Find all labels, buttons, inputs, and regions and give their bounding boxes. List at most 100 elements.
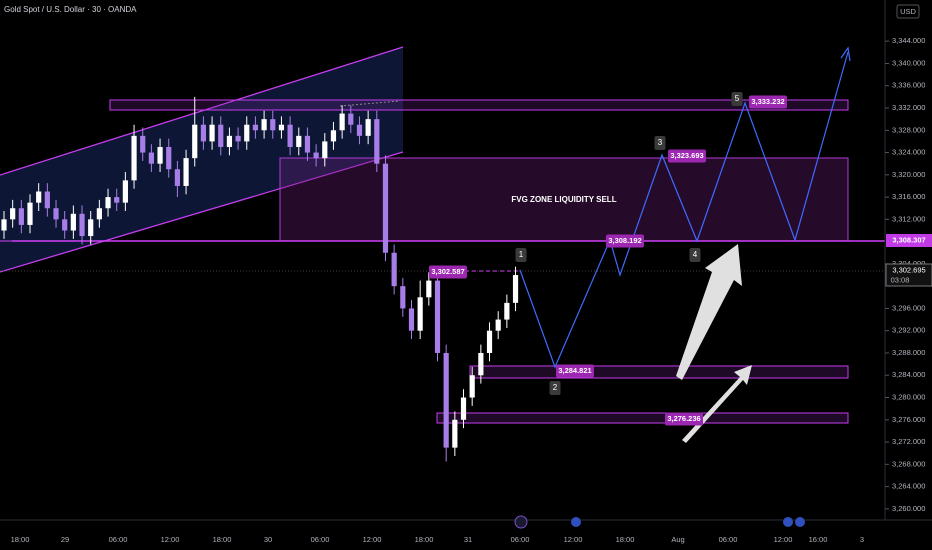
x-tick-label: 12:00 xyxy=(564,535,583,544)
wave-label-box xyxy=(515,248,527,262)
candle-body xyxy=(200,124,207,142)
candle-body xyxy=(96,208,102,220)
y-tick-label: 3,292.000 xyxy=(892,326,925,335)
price-label-box xyxy=(429,265,467,279)
x-tick-label: 3 xyxy=(860,535,864,544)
currency-box[interactable] xyxy=(896,4,920,19)
currency[interactable]: USD xyxy=(900,7,916,16)
candle-body xyxy=(192,124,198,159)
candle-body xyxy=(512,275,519,303)
x-tick-label: 06:00 xyxy=(109,535,128,544)
candle-body xyxy=(417,297,423,331)
x-tick-label: 31 xyxy=(464,535,472,544)
x-tick-label: 06:00 xyxy=(511,535,530,544)
candle-body xyxy=(174,169,180,186)
last-price-marker xyxy=(885,263,932,287)
price-label: 3,323.693 xyxy=(670,151,703,160)
channel-top xyxy=(0,46,404,176)
candle-body xyxy=(1,219,7,231)
candle-body xyxy=(452,419,458,448)
candle-body xyxy=(322,141,328,159)
projection-path xyxy=(519,51,849,369)
y-tick-label: 3,276.000 xyxy=(892,415,925,424)
event-flag[interactable] xyxy=(783,517,793,527)
candle-body xyxy=(166,146,172,170)
axis: 3,260.000 3,264.000 3,268.000 3,272.000 3,27… xyxy=(11,36,932,544)
candle-body xyxy=(348,113,354,125)
candle-body xyxy=(270,119,276,131)
candle-body xyxy=(339,113,345,131)
candle-body xyxy=(287,124,293,147)
candle-body xyxy=(140,135,146,153)
candle-body xyxy=(244,124,250,142)
candle-body xyxy=(148,152,154,164)
y-tick-label: 3,264.000 xyxy=(892,482,925,491)
candle-body xyxy=(391,252,397,287)
y-tick-label: 3,320.000 xyxy=(892,170,925,179)
labels: FVG ZONE LIQUIDITY SELL 3,302.587 3,308.19… xyxy=(429,92,787,426)
price-label: 3,333.232 xyxy=(751,97,784,106)
candle-body xyxy=(235,135,241,142)
x-tick-label: 06:00 xyxy=(719,535,738,544)
candle-body xyxy=(27,202,33,225)
x-tick-label: 30 xyxy=(264,535,272,544)
candle-body xyxy=(478,352,484,376)
price-label-box xyxy=(665,412,703,426)
x-tick-label: 29 xyxy=(61,535,69,544)
y-tick-label: 3,340.000 xyxy=(892,58,925,67)
candle-body xyxy=(495,319,501,331)
wave-label: 2 xyxy=(553,383,558,392)
countdown: 03:08 xyxy=(891,275,910,284)
y-tick-label: 3,316.000 xyxy=(892,192,925,201)
candle-body xyxy=(252,124,259,131)
event-flag[interactable] xyxy=(571,517,581,527)
wave-label: 3 xyxy=(658,138,663,147)
y-tick-label: 3,296.000 xyxy=(892,303,925,312)
big-arrow xyxy=(676,244,742,380)
price-label-box xyxy=(606,234,644,248)
channel-bottom xyxy=(0,151,404,273)
price-label: 3,302.587 xyxy=(431,267,464,276)
x-tick-label: 12:00 xyxy=(774,535,793,544)
candle-body xyxy=(469,375,475,398)
candle-body xyxy=(105,197,111,209)
y-tick-label: 3,336.000 xyxy=(892,81,925,90)
level-marker-label: 3,308.307 xyxy=(892,235,925,244)
event-flag[interactable] xyxy=(795,517,805,527)
candle-body xyxy=(486,330,493,353)
candle-body xyxy=(374,119,380,164)
candle-body xyxy=(504,302,510,320)
wave-label: 1 xyxy=(519,250,524,259)
price-label-box xyxy=(556,364,594,378)
candle-body xyxy=(79,213,85,237)
candle-body xyxy=(296,135,302,147)
x-tick-label: 12:00 xyxy=(161,535,180,544)
candle-body xyxy=(209,124,215,142)
event-icon[interactable] xyxy=(514,515,528,529)
candle-body xyxy=(408,308,415,331)
candle-body xyxy=(70,213,76,231)
y-tick-label: 3,268.000 xyxy=(892,459,925,468)
candle-body xyxy=(218,124,224,147)
candle-body xyxy=(44,191,50,209)
y-tick-label: 3,328.000 xyxy=(892,125,925,134)
zone-label: FVG ZONE LIQUIDITY SELL xyxy=(511,195,616,204)
candle-body xyxy=(400,286,406,309)
y-tick-label: 3,272.000 xyxy=(892,437,925,446)
wave-label: 4 xyxy=(693,250,698,259)
candle-body xyxy=(304,135,311,153)
candle-body xyxy=(226,135,233,147)
wave-label-box xyxy=(731,92,743,106)
x-tick-label: 16:00 xyxy=(809,535,828,544)
candle-body xyxy=(122,180,128,203)
price-label-box xyxy=(668,149,706,163)
candle-body xyxy=(131,135,137,181)
price-label: 3,276.236 xyxy=(667,414,700,423)
wave-label-box xyxy=(689,248,701,262)
x-tick-label: 18:00 xyxy=(213,535,232,544)
level-marker xyxy=(886,234,932,247)
y-tick-label: 3,304.000 xyxy=(892,259,925,268)
y-tick-label: 3,288.000 xyxy=(892,348,925,357)
candle-body xyxy=(10,208,16,220)
